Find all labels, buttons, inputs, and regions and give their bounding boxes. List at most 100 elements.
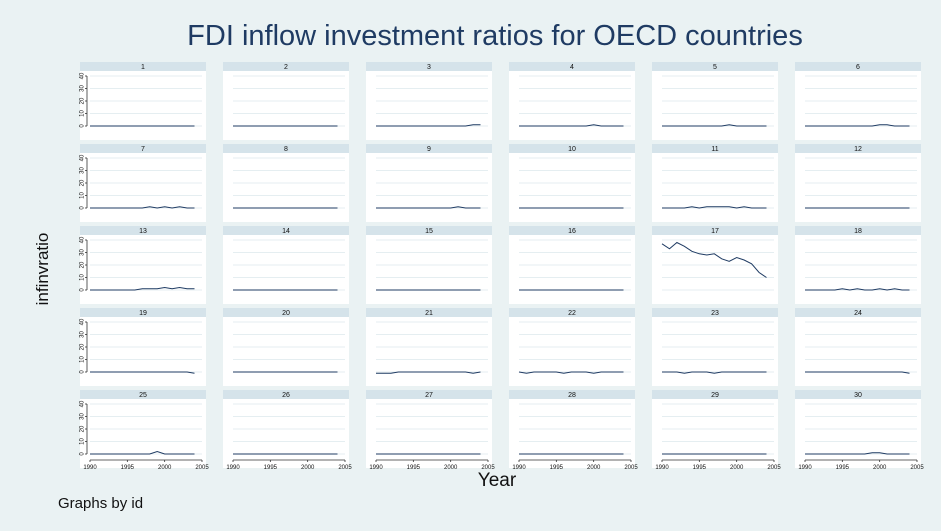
y-tick-label: 20: [80, 97, 86, 104]
panel-header: [223, 226, 349, 235]
panel-id-label: 20: [282, 310, 290, 317]
panel-id-label: 30: [854, 392, 862, 399]
panel-id-label: 21: [425, 310, 433, 317]
panel-header: [509, 144, 635, 153]
series-line: [662, 371, 767, 374]
panel-id-label: 2: [284, 64, 288, 71]
series-line: [518, 371, 624, 374]
x-tick-label: 1995: [550, 465, 564, 471]
y-tick-label: 40: [80, 400, 86, 407]
panel-header: [80, 62, 206, 71]
x-tick-label: 1995: [693, 465, 707, 471]
panel-header: [80, 226, 206, 235]
y-tick-label: 10: [80, 192, 86, 199]
series-line: [90, 450, 195, 455]
y-tick-label: 20: [80, 261, 86, 268]
panel-id-label: 14: [282, 228, 290, 235]
panel-id-label: 24: [854, 310, 862, 317]
series-line: [519, 124, 624, 127]
panel-header: [795, 390, 921, 399]
y-tick-label: 10: [80, 274, 86, 281]
y-tick-label: 30: [80, 249, 86, 256]
x-tick-label: 1990: [83, 465, 97, 471]
panel-id-label: 27: [425, 392, 433, 399]
x-tick-label: 2000: [444, 465, 458, 471]
x-tick-label: 1990: [798, 465, 812, 471]
x-axis-title: Year: [477, 470, 517, 491]
panel-header: [795, 144, 921, 153]
x-tick-label: 2005: [481, 465, 495, 471]
x-tick-label: 1990: [369, 465, 383, 471]
panel-header: [795, 308, 921, 317]
x-tick-label: 2005: [767, 465, 781, 471]
panel-header: [366, 144, 492, 153]
y-tick-label: 30: [80, 85, 86, 92]
panel-header: [652, 62, 778, 71]
panel-id-label: 6: [856, 64, 860, 71]
panel-header: [366, 226, 492, 235]
series-line: [90, 371, 195, 374]
panel-id-label: 23: [711, 310, 719, 317]
x-tick-label: 1995: [121, 465, 135, 471]
panel-id-label: 5: [713, 64, 717, 71]
panel-header: [652, 226, 778, 235]
panel-id-label: 25: [139, 392, 147, 399]
panel-id-label: 7: [141, 146, 145, 153]
series-line: [376, 124, 481, 127]
x-tick-label: 1990: [226, 465, 240, 471]
y-tick-label: 30: [80, 167, 86, 174]
y-tick-label: 10: [80, 356, 86, 363]
panel-header: [80, 144, 206, 153]
y-tick-label: 10: [80, 438, 86, 445]
panel-header: [509, 308, 635, 317]
chart-title: FDI inflow investment ratios for OECD co…: [187, 20, 803, 52]
panel-header: [509, 226, 635, 235]
panel-id-label: 15: [425, 228, 433, 235]
y-tick-label: 0: [80, 288, 86, 292]
series-line: [662, 124, 767, 127]
panel-id-label: 26: [282, 392, 290, 399]
y-tick-label: 40: [80, 318, 86, 325]
panel-header: [223, 390, 349, 399]
panel-id-label: 3: [427, 64, 431, 71]
panel-header: [366, 308, 492, 317]
series-line: [805, 452, 910, 455]
series-line: [376, 371, 481, 374]
panel-header: [366, 62, 492, 71]
panel-id-label: 12: [854, 146, 862, 153]
series-line: [805, 371, 910, 374]
panel-header: [366, 390, 492, 399]
series-line: [805, 288, 910, 291]
panel-id-label: 1: [141, 64, 145, 71]
panel-id-label: 8: [284, 146, 288, 153]
panel-header: [509, 62, 635, 71]
series-line: [376, 206, 481, 209]
panel-id-label: 18: [854, 228, 862, 235]
panel-header: [223, 144, 349, 153]
series-line: [90, 286, 195, 291]
y-tick-label: 40: [80, 72, 86, 79]
graphs-by-note: Graphs by id: [58, 495, 144, 512]
x-tick-label: 1995: [407, 465, 421, 471]
y-tick-label: 20: [80, 425, 86, 432]
panel-header: [652, 308, 778, 317]
y-tick-label: 0: [80, 452, 86, 456]
y-tick-label: 40: [80, 154, 86, 161]
y-tick-label: 20: [80, 179, 86, 186]
x-tick-label: 2000: [730, 465, 744, 471]
x-tick-label: 2000: [587, 465, 601, 471]
panel-header: [795, 62, 921, 71]
x-tick-label: 1995: [264, 465, 278, 471]
series-line: [805, 124, 910, 127]
x-tick-label: 2000: [873, 465, 887, 471]
panel-header: [223, 308, 349, 317]
panel-header: [80, 308, 206, 317]
y-tick-label: 20: [80, 343, 86, 350]
panel-id-label: 28: [568, 392, 576, 399]
x-tick-label: 2005: [624, 465, 638, 471]
x-tick-label: 1995: [836, 465, 850, 471]
x-tick-label: 2005: [195, 465, 209, 471]
y-axis-title: infinvratio: [33, 232, 52, 306]
